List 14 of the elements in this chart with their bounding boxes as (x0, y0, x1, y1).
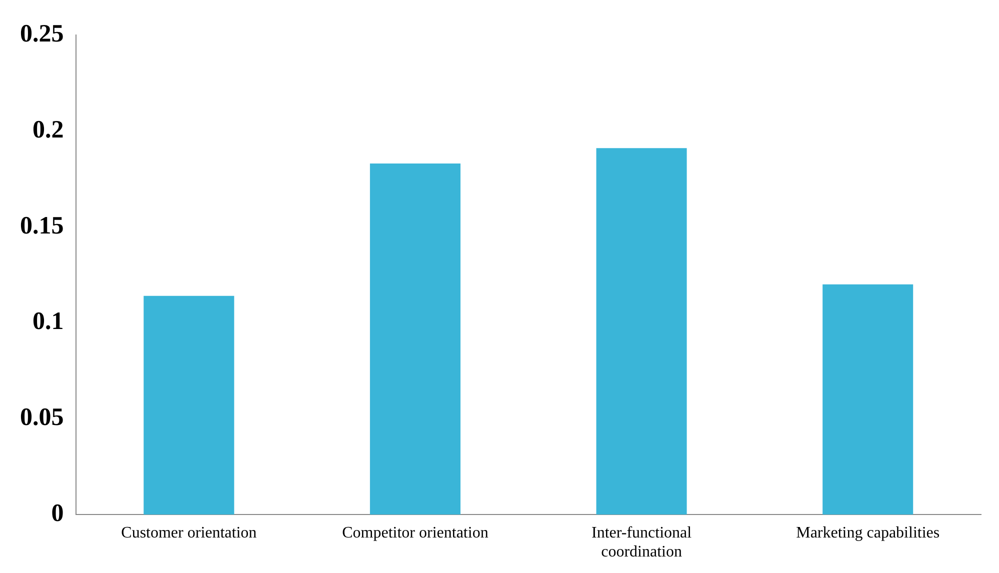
y-tick-label: 0.15 (20, 212, 64, 240)
x-tick-label: Competitor orientation (342, 524, 488, 542)
bar (144, 296, 234, 515)
bar (370, 164, 460, 515)
x-tick-label: Inter-functional coordination (591, 524, 692, 561)
y-tick-label: 0 (51, 500, 64, 528)
y-tick-label: 0.2 (32, 116, 64, 144)
x-tick-label: Customer orientation (121, 524, 257, 542)
bar (596, 148, 687, 515)
y-tick-label: 0.05 (20, 404, 64, 432)
x-tick-label: Marketing capabilities (796, 524, 940, 542)
y-tick-label: 0.1 (32, 308, 64, 336)
bar (822, 284, 914, 515)
y-tick-label: 0.25 (20, 20, 64, 48)
